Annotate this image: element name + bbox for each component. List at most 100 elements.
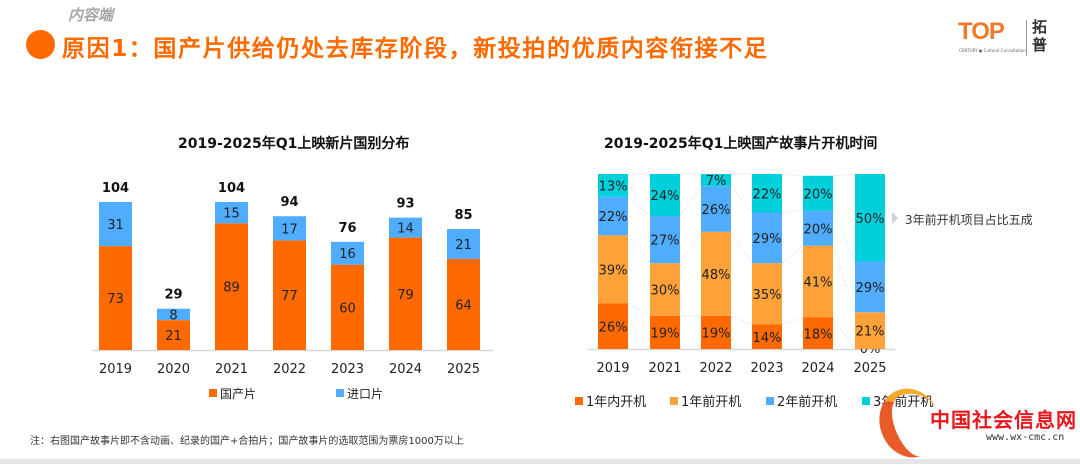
bar-domestic-2025 [447, 258, 480, 350]
segment-over-2y-2024 [803, 210, 833, 246]
connector-line [730, 231, 753, 264]
bar-domestic-2022 [273, 240, 306, 350]
bar-label-domestic-2025: 64 [455, 298, 472, 313]
bar-imported-2025 [447, 229, 480, 259]
segment-label-over-1y-2024: 41% [804, 276, 833, 291]
x-tick-label-2019: 2019 [596, 361, 629, 376]
x-tick-label-2025: 2025 [447, 362, 480, 377]
bar-label-imported-2024: 14 [397, 222, 414, 237]
bar-label-imported-2020: 8 [169, 308, 177, 323]
segment-label-over-2y-2022: 26% [702, 203, 731, 218]
x-tick-label-2023: 2023 [331, 362, 364, 377]
x-tick-label-2021: 2021 [648, 361, 681, 376]
segment-label-within-1y-2023: 14% [753, 331, 782, 346]
legend-swatch-domestic [209, 389, 217, 397]
bar-imported-2020 [157, 308, 190, 321]
bar-domestic-2021 [215, 223, 248, 350]
segment-over-2y-2019 [598, 196, 628, 236]
segment-label-within-1y-2021: 19% [651, 326, 680, 341]
segment-label-over-3y-2025: 50% [856, 212, 885, 227]
annotation-text: 3年前开机项目占比五成 [905, 213, 1033, 227]
segment-over-2y-2023 [752, 212, 782, 264]
segment-within-1y-2019 [598, 303, 628, 349]
total-label-2024: 93 [396, 197, 414, 212]
top-logo: TOP CENTURY ● Cultural Consultation 拓普 [958, 18, 1070, 60]
legend-swatch-over-2y [766, 397, 774, 405]
segment-label-over-1y-2023: 35% [753, 288, 782, 303]
segment-over-3y-2025 [855, 174, 885, 262]
bar-imported-2021 [215, 202, 248, 224]
segment-over-2y-2021 [650, 216, 680, 264]
watermark-name: 中国社会信息网 [930, 408, 1077, 432]
segment-within-1y-2023 [752, 324, 782, 349]
segment-over-1y-2019 [598, 235, 628, 304]
segment-label-over-1y-2021: 30% [651, 284, 680, 299]
segment-label-over-3y-2019: 13% [599, 179, 628, 194]
total-label-2022: 94 [280, 195, 298, 210]
segment-over-1y-2024 [803, 245, 833, 318]
segment-label-over-3y-2021: 24% [651, 189, 680, 204]
bar-label-imported-2025: 21 [455, 238, 472, 253]
x-tick-label-2022: 2022 [273, 362, 306, 377]
connector-line [730, 315, 753, 325]
segment-label-within-1y-2022: 19% [702, 326, 731, 341]
legend-label-domestic: 国产片 [220, 387, 256, 401]
bar-label-domestic-2023: 60 [339, 301, 356, 316]
x-tick-label-2025: 2025 [853, 361, 886, 376]
segment-label-within-1y-2024: 18% [804, 327, 833, 342]
segment-within-1y-2024 [803, 317, 833, 349]
segment-label-over-2y-2024: 20% [804, 222, 833, 237]
bottom-bar [0, 459, 1080, 464]
bar-domestic-2023 [331, 264, 364, 350]
segment-over-2y-2022 [701, 186, 731, 232]
page-title: 原因1：国产片供给仍处去库存阶段，新投拍的优质内容衔接不足 [62, 36, 769, 62]
connector-line [781, 245, 804, 264]
total-label-2025: 85 [454, 208, 472, 223]
left-chart-title: 2019-2025年Q1上映新片国别分布 [178, 136, 410, 152]
connector-line [627, 303, 651, 317]
connector-line [832, 317, 856, 350]
bar-label-imported-2021: 15 [223, 207, 240, 222]
bar-label-domestic-2024: 79 [397, 288, 414, 303]
annotation-arrow-icon [892, 212, 898, 224]
segment-over-3y-2019 [598, 174, 628, 197]
logo-cn-text: 拓普 [1032, 18, 1048, 54]
segment-over-1y-2025 [855, 312, 885, 349]
total-label-2023: 76 [338, 221, 356, 236]
segment-within-1y-2021 [650, 315, 680, 349]
footnote: 注：右图国产故事片即不含动画、纪录的国产+合拍片；国产故事片的选取范围为票房10… [30, 436, 464, 447]
total-label-2021: 104 [218, 181, 245, 196]
connector-line [781, 317, 804, 325]
bar-label-domestic-2022: 77 [281, 289, 298, 304]
bar-label-imported-2019: 31 [107, 218, 124, 233]
right-chart-title: 2019-2025年Q1上映国产故事片开机时间 [604, 136, 878, 152]
segment-label-over-3y-2024: 20% [804, 187, 833, 202]
legend-swatch-within-1y [575, 397, 583, 405]
bar-label-imported-2023: 16 [339, 247, 356, 262]
segment-over-3y-2024 [803, 175, 833, 211]
watermark-logo: 中国社会信息网 www.wx-cmc.cn [869, 379, 1080, 466]
connector-line [679, 231, 702, 264]
bar-imported-2022 [273, 216, 306, 241]
segment-over-3y-2022 [701, 174, 731, 187]
x-tick-label-2022: 2022 [699, 361, 732, 376]
segment-over-2y-2025 [855, 261, 885, 313]
segment-label-within-1y-2019: 26% [599, 320, 628, 335]
segment-over-3y-2021 [650, 174, 680, 216]
legend-label-over-3y: 3年前开机 [873, 394, 933, 410]
connector-line [832, 173, 856, 177]
title-bullet-icon [26, 30, 55, 59]
section-tag: 内容端 [68, 6, 114, 24]
legend-label-imported: 进口片 [347, 387, 383, 401]
x-tick-label-2021: 2021 [215, 362, 248, 377]
x-tick-label-2019: 2019 [99, 362, 132, 377]
segment-label-over-2y-2019: 22% [599, 210, 628, 225]
bar-domestic-2020 [157, 320, 190, 350]
segment-within-1y-2022 [701, 315, 731, 349]
segment-over-3y-2023 [752, 174, 782, 213]
segment-label-over-2y-2025: 29% [856, 281, 885, 296]
legend-swatch-imported [336, 389, 344, 397]
logo-text: TOP [958, 18, 1005, 45]
logo-divider [1026, 20, 1027, 56]
